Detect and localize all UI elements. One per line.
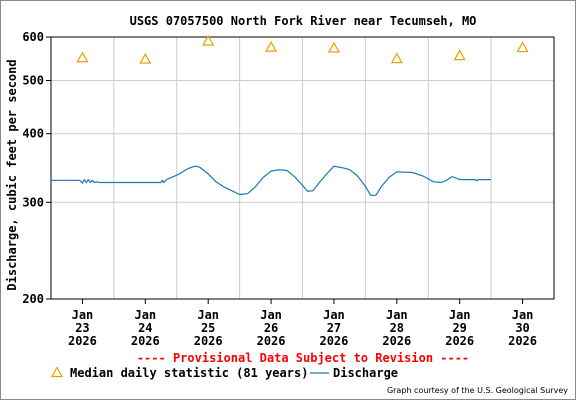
legend-median-label: Median daily statistic (81 years) bbox=[70, 366, 308, 380]
median-marker bbox=[390, 52, 403, 64]
x-tick-label: Jan bbox=[197, 308, 219, 322]
x-tick-label: Jan bbox=[323, 308, 345, 322]
legend-discharge-label: Discharge bbox=[333, 366, 398, 380]
x-tick-label: Jan bbox=[449, 308, 471, 322]
credit-text: Graph courtesy of the U.S. Geological Su… bbox=[387, 386, 568, 395]
x-tick-label: 29 bbox=[452, 321, 466, 335]
x-tick-label: Jan bbox=[134, 308, 156, 322]
legend: Median daily statistic (81 years) Discha… bbox=[50, 366, 398, 380]
y-tick-label: 400 bbox=[22, 127, 44, 141]
y-tick-label: 500 bbox=[22, 73, 44, 87]
grid-layer bbox=[51, 36, 554, 299]
x-tick-label: 26 bbox=[264, 321, 278, 335]
x-tick-label: 23 bbox=[75, 321, 89, 335]
y-tick-label: 200 bbox=[22, 292, 44, 306]
x-tick-label: 2026 bbox=[194, 334, 223, 348]
y-tick-label: 600 bbox=[22, 30, 44, 44]
chart-title: USGS 07057500 North Fork River near Tecu… bbox=[130, 14, 477, 28]
x-axis-ticks: Jan232026Jan242026Jan252026Jan262026Jan2… bbox=[68, 299, 537, 348]
legend-triangle-marker bbox=[50, 366, 64, 378]
x-tick-label: 24 bbox=[138, 321, 152, 335]
median-marker bbox=[139, 52, 152, 64]
plot-area bbox=[50, 36, 555, 300]
x-tick-label: Jan bbox=[72, 308, 94, 322]
discharge-line bbox=[51, 165, 492, 196]
x-tick-label: 2026 bbox=[508, 334, 537, 348]
x-tick-label: 2026 bbox=[382, 334, 411, 348]
x-tick-label: 2026 bbox=[257, 334, 286, 348]
x-tick-label: 25 bbox=[201, 321, 215, 335]
median-marker bbox=[327, 41, 340, 53]
x-tick-label: 2026 bbox=[68, 334, 97, 348]
x-tick-label: 2026 bbox=[319, 334, 348, 348]
x-tick-label: 30 bbox=[515, 321, 529, 335]
x-tick-label: Jan bbox=[260, 308, 282, 322]
x-tick-label: 28 bbox=[390, 321, 404, 335]
y-tick-label: 300 bbox=[22, 195, 44, 209]
x-tick-label: 2026 bbox=[445, 334, 474, 348]
series-layer bbox=[51, 34, 529, 196]
x-tick-label: Jan bbox=[512, 308, 534, 322]
x-tick-label: 2026 bbox=[131, 334, 160, 348]
median-marker bbox=[76, 51, 89, 63]
median-marker bbox=[516, 41, 529, 53]
median-marker bbox=[453, 49, 466, 61]
median-marker bbox=[265, 40, 278, 52]
x-tick-label: 27 bbox=[327, 321, 341, 335]
y-axis-label: Discharge, cubic feet per second bbox=[5, 59, 19, 290]
x-tick-label: Jan bbox=[386, 308, 408, 322]
median-marker bbox=[202, 34, 215, 46]
provisional-note: ---- Provisional Data Subject to Revisio… bbox=[137, 351, 469, 365]
y-axis-ticks: 200 300 400 500 600 bbox=[22, 30, 51, 306]
